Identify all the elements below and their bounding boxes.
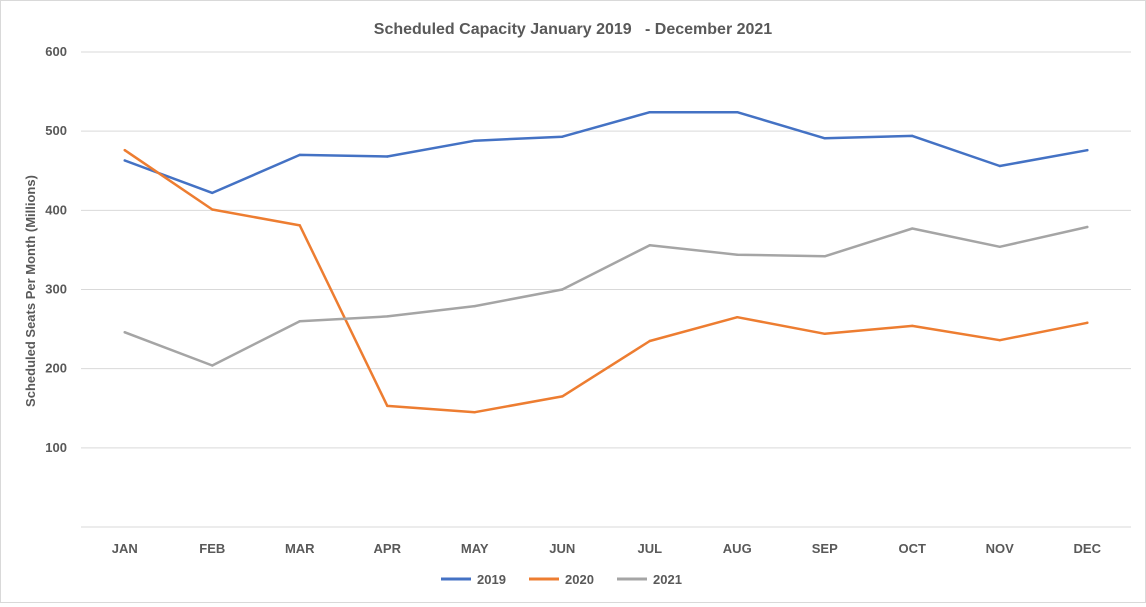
data-point xyxy=(298,153,301,157)
data-point xyxy=(473,411,476,414)
data-point xyxy=(211,208,214,211)
data-point xyxy=(561,288,564,291)
series-2019 xyxy=(123,110,1089,195)
data-point xyxy=(736,253,739,256)
data-point xyxy=(823,137,826,140)
series-line-2020 xyxy=(123,148,1089,414)
data-point xyxy=(386,315,389,318)
data-point xyxy=(823,332,826,336)
legend-item-2020: 2020 xyxy=(529,572,594,587)
x-tick-label: JUN xyxy=(549,541,575,556)
legend: 2019 2020 2021 xyxy=(441,572,682,587)
legend-item-2021: 2021 xyxy=(617,572,682,587)
x-tick-label: NOV xyxy=(986,541,1015,556)
legend-label: 2020 xyxy=(565,572,594,587)
x-tick-label: JAN xyxy=(112,541,138,556)
legend-item-2019: 2019 xyxy=(441,572,506,587)
series-line-2019 xyxy=(123,110,1089,195)
data-point xyxy=(386,404,389,408)
data-point xyxy=(298,319,301,323)
data-point xyxy=(211,191,214,195)
data-point xyxy=(123,148,126,152)
y-tick-label: 600 xyxy=(45,44,67,59)
data-point xyxy=(1086,321,1089,324)
data-point xyxy=(211,364,214,367)
series-lines xyxy=(123,110,1089,414)
chart-title: Scheduled Capacity January 2019 - Decemb… xyxy=(374,21,773,38)
x-tick-label: FEB xyxy=(199,541,225,556)
data-point xyxy=(736,316,739,319)
data-point xyxy=(998,338,1001,342)
x-tick-label: APR xyxy=(374,541,402,556)
data-point xyxy=(823,255,826,258)
y-tick-label: 500 xyxy=(45,123,67,138)
x-tick-label: JUL xyxy=(637,541,662,556)
data-point xyxy=(561,135,564,138)
y-axis-title: Scheduled Seats Per Month (Millions) xyxy=(23,175,38,407)
data-point xyxy=(123,159,126,162)
x-tick-label: MAR xyxy=(285,541,315,556)
data-point xyxy=(1086,225,1089,229)
data-point xyxy=(123,331,126,334)
series-2020 xyxy=(123,148,1089,414)
data-point xyxy=(998,164,1001,168)
data-point xyxy=(648,339,651,343)
legend-label: 2019 xyxy=(477,572,506,587)
y-tick-label: 300 xyxy=(45,282,67,297)
data-point xyxy=(473,304,476,308)
y-axis-ticks: 100 200 300 400 500 600 xyxy=(45,44,67,455)
data-point xyxy=(911,324,914,328)
data-point xyxy=(648,243,651,247)
series-line-2021 xyxy=(123,225,1089,367)
x-tick-label: OCT xyxy=(899,541,927,556)
data-point xyxy=(1086,148,1089,152)
series-2021 xyxy=(123,225,1089,367)
x-tick-label: SEP xyxy=(812,541,838,556)
x-tick-label: AUG xyxy=(723,541,752,556)
legend-label: 2021 xyxy=(653,572,682,587)
data-point xyxy=(298,224,301,227)
data-point xyxy=(911,134,914,138)
y-tick-label: 400 xyxy=(45,202,67,217)
x-tick-label: DEC xyxy=(1074,541,1102,556)
y-tick-label: 100 xyxy=(45,440,67,455)
data-point xyxy=(473,139,476,142)
data-point xyxy=(736,110,739,114)
data-point xyxy=(998,245,1001,248)
data-point xyxy=(911,227,914,230)
data-point xyxy=(386,155,389,158)
data-point xyxy=(648,110,651,114)
x-tick-label: MAY xyxy=(461,541,489,556)
x-axis-ticks: JAN FEB MAR APR MAY JUN JUL AUG SEP OCT NOV DEC xyxy=(112,541,1102,556)
y-tick-label: 200 xyxy=(45,361,67,376)
data-point xyxy=(561,395,564,398)
